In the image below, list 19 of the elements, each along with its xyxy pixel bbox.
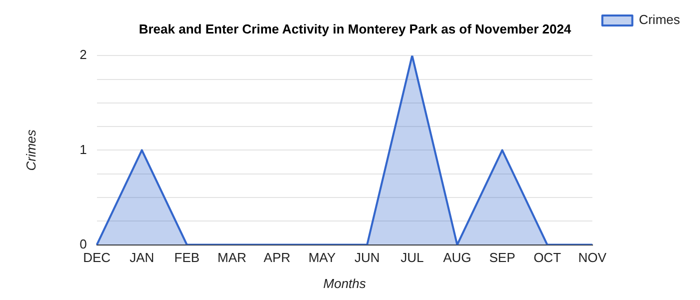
x-tick-label: JAN <box>130 250 154 266</box>
x-tick-label: FEB <box>174 250 200 266</box>
y-axis-title: Crimes <box>23 129 38 171</box>
x-tick-label: APR <box>264 250 290 266</box>
chart-title: Break and Enter Crime Activity in Monterey Park as of November 2024 <box>138 21 572 36</box>
x-tick-label: MAY <box>308 250 336 266</box>
x-tick-label: NOV <box>578 250 607 266</box>
x-tick-label: SEP <box>489 250 516 266</box>
x-tick-label: OCT <box>534 250 562 266</box>
y-tick-label: 1 <box>80 142 87 157</box>
x-tick-label: JUL <box>400 250 424 266</box>
x-tick-label: AUG <box>443 250 472 266</box>
x-tick-label: DEC <box>83 250 111 266</box>
x-tick-label: MAR <box>218 250 246 266</box>
y-tick-label: 0 <box>80 236 87 252</box>
x-tick-label: JUN <box>354 250 380 266</box>
x-axis-title: Months <box>323 276 366 291</box>
legend-label: Crimes <box>638 12 680 28</box>
y-tick-label: 2 <box>80 47 87 62</box>
